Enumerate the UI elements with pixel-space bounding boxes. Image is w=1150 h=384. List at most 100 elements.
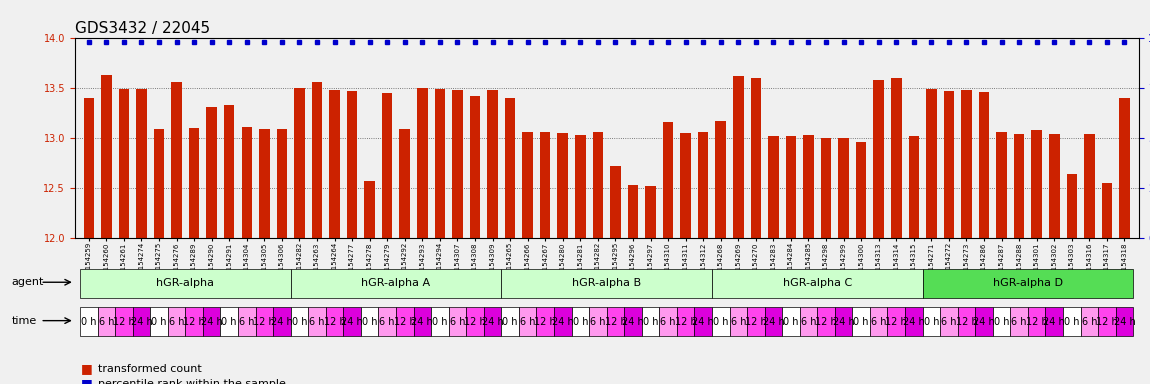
FancyBboxPatch shape xyxy=(151,307,168,336)
Text: 12 h: 12 h xyxy=(183,316,205,327)
FancyBboxPatch shape xyxy=(325,307,344,336)
Text: 0 h: 0 h xyxy=(362,316,377,327)
FancyBboxPatch shape xyxy=(1116,307,1133,336)
FancyBboxPatch shape xyxy=(765,307,782,336)
Bar xyxy=(1084,134,1095,238)
FancyBboxPatch shape xyxy=(782,307,799,336)
FancyBboxPatch shape xyxy=(132,307,151,336)
Bar xyxy=(539,132,551,238)
Bar xyxy=(1032,130,1042,238)
Text: 24 h: 24 h xyxy=(762,316,784,327)
Text: 24 h: 24 h xyxy=(622,316,644,327)
Text: 12 h: 12 h xyxy=(323,316,345,327)
FancyBboxPatch shape xyxy=(922,268,1133,298)
FancyBboxPatch shape xyxy=(659,307,677,336)
Text: agent: agent xyxy=(12,277,44,287)
Text: GDS3432 / 22045: GDS3432 / 22045 xyxy=(75,21,209,36)
Bar xyxy=(382,93,392,238)
Text: 12 h: 12 h xyxy=(675,316,697,327)
Text: 12 h: 12 h xyxy=(1096,316,1118,327)
FancyBboxPatch shape xyxy=(607,307,624,336)
Bar xyxy=(751,78,761,238)
Bar xyxy=(189,128,199,238)
Bar xyxy=(277,129,288,238)
Bar xyxy=(803,135,814,238)
Bar xyxy=(417,88,428,238)
Text: 12 h: 12 h xyxy=(535,316,557,327)
Text: 24 h: 24 h xyxy=(271,316,293,327)
FancyBboxPatch shape xyxy=(221,307,238,336)
Bar xyxy=(961,90,972,238)
Text: transformed count: transformed count xyxy=(98,364,201,374)
Text: ■: ■ xyxy=(81,377,92,384)
FancyBboxPatch shape xyxy=(308,307,325,336)
FancyBboxPatch shape xyxy=(1011,307,1028,336)
Bar xyxy=(733,76,744,238)
FancyBboxPatch shape xyxy=(273,307,291,336)
Bar xyxy=(662,122,674,238)
Bar xyxy=(874,80,884,238)
Text: 6 h: 6 h xyxy=(871,316,887,327)
Text: 6 h: 6 h xyxy=(590,316,606,327)
Text: 6 h: 6 h xyxy=(239,316,254,327)
Text: 24 h: 24 h xyxy=(201,316,223,327)
Text: 0 h: 0 h xyxy=(222,316,237,327)
Bar xyxy=(365,181,375,238)
Bar xyxy=(785,136,796,238)
Text: hGR-alpha A: hGR-alpha A xyxy=(361,278,430,288)
Text: 12 h: 12 h xyxy=(113,316,135,327)
Text: 0 h: 0 h xyxy=(783,316,799,327)
FancyBboxPatch shape xyxy=(396,307,414,336)
FancyBboxPatch shape xyxy=(81,307,98,336)
Bar xyxy=(136,89,147,238)
FancyBboxPatch shape xyxy=(378,307,396,336)
Text: 0 h: 0 h xyxy=(81,316,97,327)
FancyBboxPatch shape xyxy=(431,307,448,336)
FancyBboxPatch shape xyxy=(1081,307,1098,336)
Bar xyxy=(399,129,411,238)
Text: 0 h: 0 h xyxy=(923,316,940,327)
FancyBboxPatch shape xyxy=(501,268,712,298)
Bar xyxy=(908,136,919,238)
Text: 24 h: 24 h xyxy=(342,316,363,327)
Bar xyxy=(1066,174,1078,238)
Bar xyxy=(452,90,462,238)
Text: 0 h: 0 h xyxy=(152,316,167,327)
Bar xyxy=(522,132,532,238)
FancyBboxPatch shape xyxy=(958,307,975,336)
Text: 12 h: 12 h xyxy=(745,316,767,327)
Text: 6 h: 6 h xyxy=(450,316,465,327)
Text: 12 h: 12 h xyxy=(253,316,275,327)
FancyBboxPatch shape xyxy=(361,307,378,336)
Bar xyxy=(294,88,305,238)
FancyBboxPatch shape xyxy=(255,307,273,336)
Text: 6 h: 6 h xyxy=(660,316,676,327)
Text: 6 h: 6 h xyxy=(730,316,746,327)
Text: 6 h: 6 h xyxy=(380,316,394,327)
Text: percentile rank within the sample: percentile rank within the sample xyxy=(98,379,285,384)
Text: 0 h: 0 h xyxy=(643,316,658,327)
FancyBboxPatch shape xyxy=(115,307,132,336)
Bar xyxy=(715,121,726,238)
FancyBboxPatch shape xyxy=(519,307,536,336)
Bar xyxy=(821,138,831,238)
Bar xyxy=(84,98,94,238)
FancyBboxPatch shape xyxy=(572,307,589,336)
FancyBboxPatch shape xyxy=(1045,307,1063,336)
Bar xyxy=(768,136,779,238)
Bar xyxy=(118,89,129,238)
Text: 0 h: 0 h xyxy=(713,316,728,327)
Text: 12 h: 12 h xyxy=(956,316,978,327)
Text: 12 h: 12 h xyxy=(1026,316,1048,327)
FancyBboxPatch shape xyxy=(238,307,255,336)
FancyBboxPatch shape xyxy=(677,307,695,336)
Text: hGR-alpha D: hGR-alpha D xyxy=(992,278,1063,288)
FancyBboxPatch shape xyxy=(992,307,1011,336)
Text: 6 h: 6 h xyxy=(99,316,114,327)
Text: ■: ■ xyxy=(81,362,92,375)
Text: 6 h: 6 h xyxy=(800,316,816,327)
Bar xyxy=(856,142,866,238)
Text: 24 h: 24 h xyxy=(692,316,714,327)
Bar xyxy=(891,78,902,238)
Bar xyxy=(592,132,603,238)
